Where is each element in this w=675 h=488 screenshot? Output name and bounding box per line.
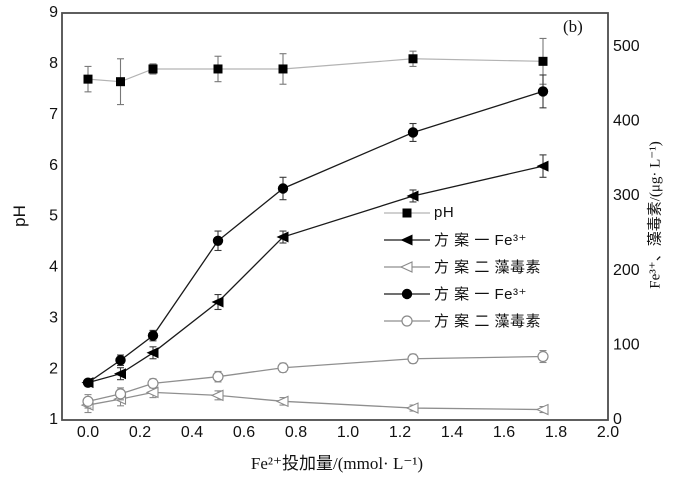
legend-item: 方 案 一 Fe³⁺ (382, 280, 541, 307)
y-left-tick-label: 3 (49, 309, 58, 326)
series-marker-circle-open (277, 362, 289, 374)
y-right-tick-label: 200 (613, 262, 640, 279)
y-left-tick-label: 7 (49, 106, 58, 123)
series-marker-circle-open (407, 353, 419, 365)
series-marker-triangle-left-open (399, 260, 413, 273)
series-marker-circle-open (537, 350, 549, 363)
series-marker-circle-open (147, 377, 159, 390)
series-marker-square-filled (83, 74, 93, 84)
x-tick-label: 2.0 (597, 424, 619, 441)
x-tick-label: 1.2 (389, 424, 411, 441)
series-marker-circle-filled (277, 183, 289, 194)
x-tick-label: 0.2 (129, 424, 151, 441)
series-marker-square-filled (278, 64, 288, 74)
legend-label: 方 案 二 藻毒素 (434, 313, 542, 330)
y-left-tick-label: 2 (49, 360, 58, 377)
series-marker-circle-filled (401, 288, 413, 299)
y-left-tick-label: 8 (49, 55, 58, 72)
series-marker-triangle-left-filled (276, 231, 289, 243)
legend-label: 方 案 二 藻毒素 (434, 259, 542, 276)
x-tick-label: 0.6 (233, 424, 255, 441)
series-marker-circle-open (401, 314, 413, 327)
legend: pH 方 案 一 Fe³⁺ 方 案 二 藻毒素方 案 一 Fe³⁺ 方 案 二 藻毒素 (382, 199, 541, 334)
legend-item: 方 案 二 藻毒素 (382, 307, 541, 334)
y-left-tick-label: 4 (49, 259, 58, 276)
y-right-tick-label: 0 (613, 411, 622, 428)
series-marker-triangle-left-filled (536, 160, 549, 172)
series-marker-square-filled (402, 208, 412, 217)
legend-marker-triangle-left-open (384, 260, 430, 273)
y-right-tick-label: 500 (613, 38, 640, 55)
series-marker-triangle-left-open (210, 389, 224, 402)
series-marker-triangle-left-filled (211, 296, 224, 308)
x-axis-label: Fe²⁺投加量/(mmol· L⁻¹) (250, 454, 424, 473)
y-left-tick-label: 9 (49, 4, 58, 21)
x-tick-label: 0.0 (77, 424, 99, 441)
legend-marker-triangle-left-filled (384, 234, 430, 245)
y-right-tick-label: 400 (613, 113, 640, 130)
legend-label: pH (434, 204, 455, 221)
legend-item: 方 案 一 Fe³⁺ (382, 226, 541, 253)
x-tick-label: 1.0 (337, 424, 359, 441)
y-right-tick-label: 300 (613, 187, 640, 204)
series-marker-triangle-left-open (145, 386, 159, 399)
series-marker-circle-filled (115, 355, 126, 366)
series-marker-triangle-left-filled (400, 234, 413, 245)
series-marker-triangle-left-open (535, 403, 549, 416)
series-pH (83, 37, 548, 106)
series-marker-circle-filled (212, 235, 224, 246)
series-marker-circle-filled (537, 86, 549, 97)
plot-frame (61, 12, 609, 421)
series-方 案 二 藻毒素 (82, 349, 549, 409)
series-marker-triangle-left-filled (114, 368, 126, 380)
y-left-tick-label: 1 (49, 411, 58, 428)
legend-item: pH (382, 199, 541, 226)
series-marker-circle-open (114, 388, 127, 400)
series-marker-circle-filled (82, 377, 94, 388)
x-tick-label: 1.8 (545, 424, 567, 441)
series-marker-triangle-left-open (405, 402, 419, 414)
series-marker-circle-filled (147, 330, 159, 341)
legend-label: 方 案 一 Fe³⁺ (434, 286, 527, 303)
y-left-tick-label: 5 (49, 208, 58, 225)
y-axis-label-left: pH (10, 205, 29, 227)
series-marker-square-filled (116, 77, 125, 87)
y-left-tick-label: 6 (49, 157, 58, 174)
series-marker-triangle-left-filled (146, 347, 159, 359)
series-方 案 二 藻毒素 (80, 386, 549, 416)
series-marker-square-filled (408, 54, 418, 64)
legend-label: 方 案 一 Fe³⁺ (434, 232, 527, 249)
series-marker-circle-open (82, 395, 94, 407)
series-方 案 一 Fe³⁺ (82, 74, 549, 388)
x-tick-label: 0.4 (181, 424, 203, 441)
series-marker-circle-open (212, 371, 224, 383)
legend-item: 方 案 二 藻毒素 (382, 253, 541, 280)
x-tick-label: 1.6 (493, 424, 515, 441)
series-marker-triangle-left-filled (406, 190, 419, 202)
series-marker-square-filled (148, 64, 158, 74)
x-tick-label: 0.8 (285, 424, 307, 441)
series-marker-circle-filled (407, 127, 419, 138)
legend-marker-circle-open (384, 314, 430, 327)
figure-panel-label: (b) (563, 17, 583, 36)
legend-marker-circle-filled (384, 288, 430, 299)
legend-marker-square-filled (384, 208, 430, 217)
series-marker-triangle-left-open (275, 395, 289, 408)
series-marker-square-filled (213, 64, 223, 74)
y-right-tick-label: 100 (613, 337, 640, 354)
x-tick-label: 1.4 (441, 424, 463, 441)
series-marker-square-filled (538, 56, 548, 66)
y-axis-label-right: Fe³⁺、藻毒素/(μg· L⁻¹) (647, 141, 664, 289)
